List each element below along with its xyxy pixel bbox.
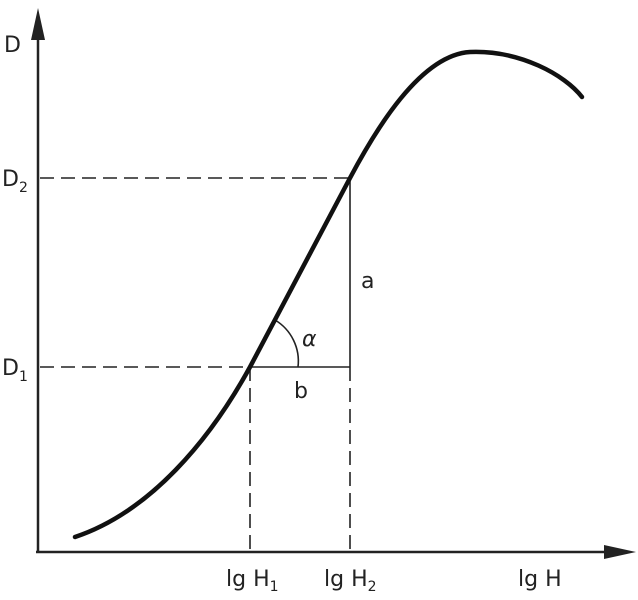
h2-main: lg H [324,567,368,592]
d2-label: D2 [2,167,28,196]
d1-label: D1 [2,356,28,385]
h1-label: lg H1 [226,567,279,595]
characteristic-curve [72,49,585,540]
x-arrow [604,545,636,559]
d2-sub: 2 [19,180,28,196]
alpha-label: α [302,327,317,352]
x-axis-label: lg H [518,567,562,592]
h2-sub: 2 [368,579,377,595]
d1-sub: 1 [19,369,28,385]
h1-sub: 1 [270,579,279,595]
b-label: b [294,379,308,404]
d2-main: D [2,167,19,192]
h1-main: lg H [226,567,270,592]
d1-main: D [2,356,19,381]
alpha-arc [274,319,300,368]
a-label: a [361,269,374,294]
h2-label: lg H2 [324,567,377,595]
y-axis-label: D [4,33,21,58]
y-arrow [31,8,45,40]
